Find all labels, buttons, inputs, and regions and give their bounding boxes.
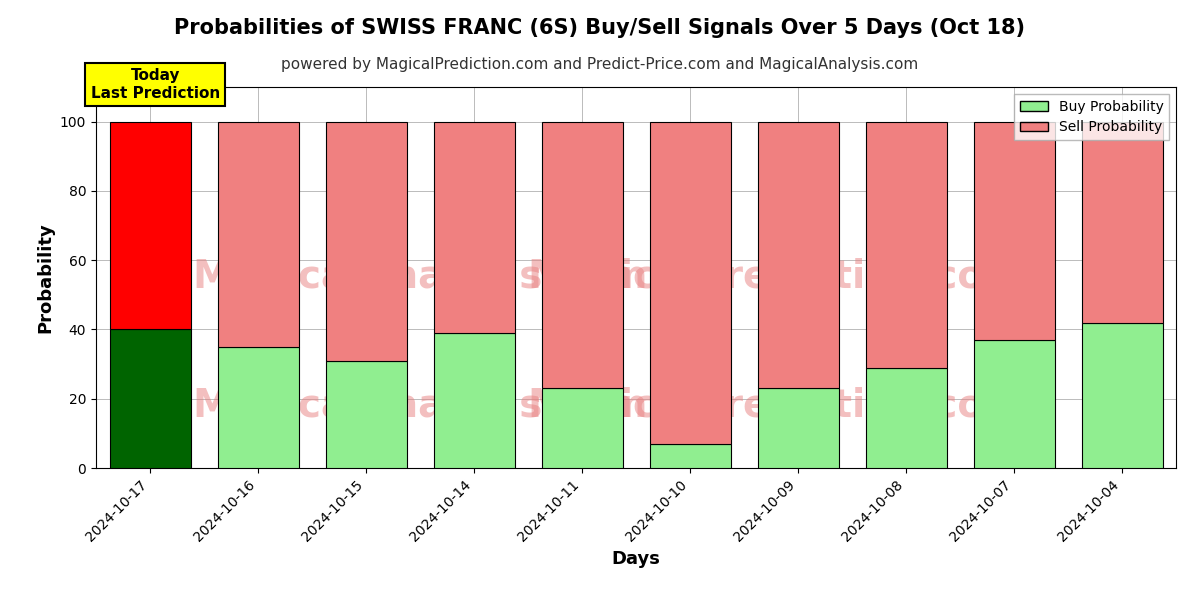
Bar: [109, 122, 191, 329]
Text: Probabilities of SWISS FRANC (6S) Buy/Sell Signals Over 5 Days (Oct 18): Probabilities of SWISS FRANC (6S) Buy/Se…: [174, 18, 1026, 38]
Text: MagicalAnalysis.com: MagicalAnalysis.com: [192, 386, 648, 425]
Bar: [757, 388, 839, 468]
Bar: [217, 347, 299, 468]
Bar: [757, 122, 839, 388]
Bar: [973, 340, 1055, 468]
Bar: [649, 122, 731, 444]
Y-axis label: Probability: Probability: [36, 222, 54, 333]
Bar: [109, 329, 191, 468]
Bar: [217, 122, 299, 347]
Bar: [973, 122, 1055, 340]
Text: MagicalPrediction.com: MagicalPrediction.com: [528, 259, 1025, 296]
Legend: Buy Probability, Sell Probability: Buy Probability, Sell Probability: [1014, 94, 1169, 140]
Bar: [541, 122, 623, 388]
Bar: [433, 122, 515, 333]
Bar: [865, 122, 947, 368]
Bar: [1081, 122, 1163, 323]
X-axis label: Days: Days: [612, 550, 660, 568]
Bar: [433, 333, 515, 468]
Text: Today
Last Prediction: Today Last Prediction: [91, 68, 220, 101]
Text: powered by MagicalPrediction.com and Predict-Price.com and MagicalAnalysis.com: powered by MagicalPrediction.com and Pre…: [281, 57, 919, 72]
Bar: [1081, 323, 1163, 468]
Bar: [649, 444, 731, 468]
Bar: [865, 368, 947, 468]
Bar: [325, 361, 407, 468]
Bar: [325, 122, 407, 361]
Bar: [541, 388, 623, 468]
Text: MagicalPrediction.com: MagicalPrediction.com: [528, 386, 1025, 425]
Text: MagicalAnalysis.com: MagicalAnalysis.com: [192, 259, 648, 296]
